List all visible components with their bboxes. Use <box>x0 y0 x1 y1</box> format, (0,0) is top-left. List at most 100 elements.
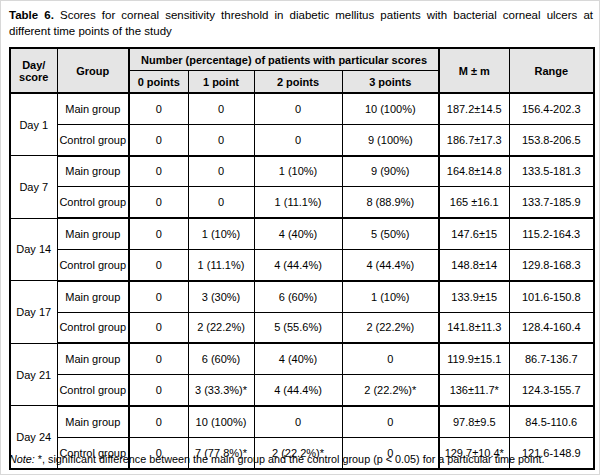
table-row: Day 14 Main group 0 1 (10%) 4 (40%) 5 (5… <box>10 218 594 249</box>
range-cell: 153.8-206.5 <box>509 124 594 155</box>
range-cell: 86.7-136.7 <box>509 343 594 374</box>
score-cell: 1 (11.1%) <box>188 249 254 280</box>
score-cell: 10 (100%) <box>188 406 254 437</box>
header-m-plus-minus: M ± m <box>439 48 509 93</box>
score-cell: 0 <box>188 93 254 124</box>
group-cell: Control group <box>57 312 129 343</box>
table-row: Day 17 Main group 0 3 (30%) 6 (60%) 1 (1… <box>10 281 594 312</box>
group-cell: Control group <box>57 187 129 218</box>
day-label-cell: Day 21 <box>10 343 57 406</box>
table-row: Day 24 Main group 0 10 (100%) 0 0 97.8±9… <box>10 406 594 437</box>
mm-cell: 148.8±14 <box>439 249 509 280</box>
score-cell: 3 (30%) <box>188 281 254 312</box>
header-1-point: 1 point <box>188 71 254 94</box>
table-caption-text: Scores for corneal sensitivity threshold… <box>9 9 593 37</box>
score-cell: 1 (10%) <box>342 281 439 312</box>
score-cell: 9 (90%) <box>342 156 439 187</box>
score-cell: 0 <box>129 343 188 374</box>
header-row-1: Day/ score Group Number (percentage) of … <box>10 48 594 71</box>
range-cell: 124.3-155.7 <box>509 375 594 406</box>
group-cell: Main group <box>57 281 129 312</box>
score-cell: 0 <box>129 218 188 249</box>
mm-cell: 119.9±15.1 <box>439 343 509 374</box>
header-number-span: Number (percentage) of patients with par… <box>129 48 439 71</box>
score-cell: 0 <box>129 93 188 124</box>
score-cell: 1 (10%) <box>254 156 342 187</box>
header-day-score: Day/ score <box>10 48 57 93</box>
score-cell: 9 (100%) <box>342 124 439 155</box>
header-day-score-line1: Day/ <box>22 59 45 71</box>
footnote-text: *, significant difference between the ma… <box>35 453 545 465</box>
score-cell: 6 (60%) <box>254 281 342 312</box>
score-cell: 0 <box>129 406 188 437</box>
score-cell: 6 (60%) <box>188 343 254 374</box>
score-cell: 0 <box>254 406 342 437</box>
group-cell: Main group <box>57 343 129 374</box>
day-label-cell: Day 7 <box>10 156 57 219</box>
table-row: Control group 0 3 (33.3%)* 4 (44.4%) 2 (… <box>10 375 594 406</box>
header-day-score-line2: score <box>19 71 48 83</box>
range-cell: 84.5-110.6 <box>509 406 594 437</box>
score-cell: 8 (88.9%) <box>342 187 439 218</box>
table-number-label: Table 6. <box>9 9 54 21</box>
mm-cell: 186.7±17.3 <box>439 124 509 155</box>
page: Table 6. Scores for corneal sensitivity … <box>0 0 600 475</box>
score-cell: 4 (44.4%) <box>254 375 342 406</box>
score-cell: 0 <box>188 156 254 187</box>
group-cell: Control group <box>57 124 129 155</box>
table-caption: Table 6. Scores for corneal sensitivity … <box>9 7 593 39</box>
table-row: Day 7 Main group 0 0 1 (10%) 9 (90%) 164… <box>10 156 594 187</box>
score-cell: 4 (40%) <box>254 218 342 249</box>
score-cell: 0 <box>254 93 342 124</box>
range-cell: 128.4-160.4 <box>509 312 594 343</box>
table-row: Control group 0 2 (22.2%) 5 (55.6%) 2 (2… <box>10 312 594 343</box>
range-cell: 156.4-202.3 <box>509 93 594 124</box>
mm-cell: 165 ±16.1 <box>439 187 509 218</box>
table-row: Control group 0 0 1 (11.1%) 8 (88.9%) 16… <box>10 187 594 218</box>
header-0-points: 0 points <box>129 71 188 94</box>
score-cell: 0 <box>129 249 188 280</box>
score-cell: 0 <box>129 187 188 218</box>
score-cell: 0 <box>129 156 188 187</box>
header-group: Group <box>57 48 129 93</box>
score-cell: 0 <box>129 124 188 155</box>
score-cell: 0 <box>188 187 254 218</box>
score-cell: 4 (44.4%) <box>254 249 342 280</box>
header-3-points: 3 points <box>342 71 439 94</box>
header-range: Range <box>509 48 594 93</box>
day-label-cell: Day 17 <box>10 281 57 344</box>
score-cell: 2 (22.2%)* <box>342 375 439 406</box>
table-row: Control group 0 0 0 9 (100%) 186.7±17.3 … <box>10 124 594 155</box>
mm-cell: 164.8±14.8 <box>439 156 509 187</box>
mm-cell: 187.2±14.5 <box>439 93 509 124</box>
mm-cell: 147.6±15 <box>439 218 509 249</box>
header-2-points: 2 points <box>254 71 342 94</box>
score-cell: 5 (55.6%) <box>254 312 342 343</box>
score-cell: 3 (33.3%)* <box>188 375 254 406</box>
group-cell: Main group <box>57 156 129 187</box>
range-cell: 115.2-164.3 <box>509 218 594 249</box>
group-cell: Control group <box>57 249 129 280</box>
score-cell: 0 <box>342 406 439 437</box>
score-cell: 0 <box>129 281 188 312</box>
score-cell: 4 (40%) <box>254 343 342 374</box>
score-cell: 10 (100%) <box>342 93 439 124</box>
score-cell: 2 (22.2%) <box>342 312 439 343</box>
range-cell: 101.6-150.8 <box>509 281 594 312</box>
table-row: Day 21 Main group 0 6 (60%) 4 (40%) 0 11… <box>10 343 594 374</box>
score-cell: 4 (44.4%) <box>342 249 439 280</box>
mm-cell: 141.8±11.3 <box>439 312 509 343</box>
day-label-cell: Day 1 <box>10 93 57 156</box>
score-cell: 1 (10%) <box>188 218 254 249</box>
range-cell: 129.8-168.3 <box>509 249 594 280</box>
mm-cell: 133.9±15 <box>439 281 509 312</box>
group-cell: Main group <box>57 406 129 437</box>
data-table: Day/ score Group Number (percentage) of … <box>9 47 595 470</box>
score-cell: 0 <box>342 343 439 374</box>
group-cell: Control group <box>57 375 129 406</box>
score-cell: 1 (11.1%) <box>254 187 342 218</box>
score-cell: 0 <box>254 124 342 155</box>
score-cell: 0 <box>129 375 188 406</box>
score-cell: 0 <box>129 312 188 343</box>
range-cell: 133.5-181.3 <box>509 156 594 187</box>
